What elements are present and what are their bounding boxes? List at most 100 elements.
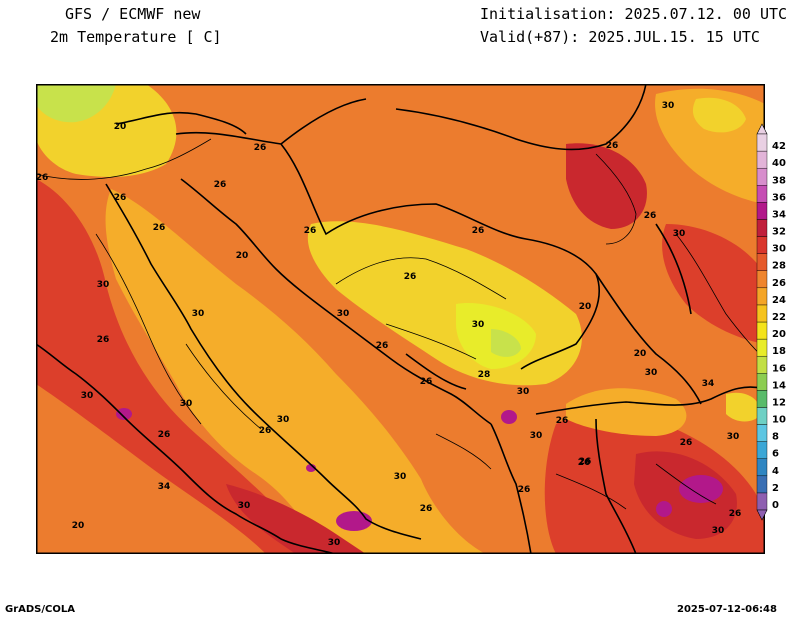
east-hot-zone [662, 224, 765, 344]
colorbar-swatch-42 [756, 133, 768, 152]
contour-label: 26 [153, 223, 166, 233]
contour-label: 26 [420, 377, 433, 387]
hotspot-italy-2 [336, 511, 372, 531]
contour-label: 26 [158, 430, 171, 440]
contour-label: 30 [645, 368, 658, 378]
colorbar-top-arrow [756, 123, 768, 135]
colorbar-swatch-8 [756, 424, 768, 442]
contour-label: 26 [644, 211, 657, 221]
contour-label: 30 [472, 320, 485, 330]
colorbar-swatch-38 [756, 167, 768, 186]
colorbar-label-42: 42 [772, 141, 786, 152]
contour-label: 26 [579, 457, 592, 467]
contour-label: 20 [114, 122, 127, 132]
colorbar-swatch-6 [756, 441, 768, 459]
colorbar-swatch-0 [756, 492, 768, 511]
contour-label: 26 [114, 193, 127, 203]
contour-label: 26 [680, 438, 693, 448]
footer-credit: GrADS/COLA [5, 604, 75, 615]
contour-label: 26 [254, 143, 267, 153]
colorbar-swatch-4 [756, 458, 768, 477]
initialisation-time: Initialisation: 2025.07.12. 00 UTC [480, 5, 788, 23]
south-balkan-border [535, 386, 765, 554]
colorbar-swatch-20 [756, 321, 768, 340]
colorbar-label-34: 34 [772, 209, 786, 220]
italy-west-coastline [36, 343, 337, 554]
contour-label: 30 [180, 399, 193, 409]
colorbar-label-16: 16 [772, 363, 786, 374]
colorbar-swatch-12 [756, 390, 768, 408]
colorbar-swatch-18 [756, 338, 768, 357]
valid-time: Valid(+87): 2025.JUL.15. 15 UTC [480, 28, 760, 46]
colorbar-swatch-26 [756, 270, 768, 289]
contour-label: 26 [556, 416, 569, 426]
colorbar-label-24: 24 [772, 295, 786, 306]
contour-label: 30 [328, 538, 341, 548]
contour-label: 30 [238, 501, 251, 511]
colorbar-label-26: 26 [772, 278, 786, 289]
colorbar-label-8: 8 [772, 432, 779, 443]
footer-timestamp: 2025-07-12-06:48 [677, 604, 777, 615]
contour-label: 34 [158, 482, 171, 492]
colorbar-swatch-16 [756, 355, 768, 374]
contour-label: 26 [376, 341, 389, 351]
map-title: GFS / ECMWF new [65, 5, 201, 23]
contour-label: 26 [259, 426, 272, 436]
colorbar-bottom-arrow [756, 509, 768, 521]
contour-label: 26 [472, 226, 485, 236]
contour-label: 30 [727, 432, 740, 442]
map-variable: 2m Temperature [ C] [50, 28, 222, 46]
hotspot-montenegro [501, 410, 517, 424]
colorbar-swatches [756, 123, 768, 521]
contour-labels: 20 26 26 26 26 26 20 26 26 26 30 26 30 30 30 26 30 26 30 30… [36, 101, 742, 548]
montenegro-green-zone [491, 329, 521, 357]
east-yellow-zone-2 [726, 392, 761, 422]
colorbar-swatch-30 [756, 236, 768, 254]
contour-label: 20 [72, 521, 85, 531]
contour-label: 26 [214, 180, 227, 190]
colorbar-label-10: 10 [772, 415, 786, 426]
colorbar-label-12: 12 [772, 397, 786, 408]
hotspot-greece-1 [679, 475, 723, 503]
colorbar-label-18: 18 [772, 346, 786, 357]
colorbar-swatch-40 [756, 150, 768, 169]
colorbar-swatch-14 [756, 373, 768, 391]
colorbar-label-14: 14 [772, 380, 786, 391]
contour-label: 30 [97, 280, 110, 290]
colorbar-swatch-34 [756, 202, 768, 220]
italy-east-coastline [105, 183, 422, 540]
croatia-coastline [180, 178, 492, 425]
contour-label: 30 [192, 309, 205, 319]
contour-label: 26 [404, 272, 417, 282]
colorbar-swatch-22 [756, 304, 768, 323]
croatia-border [175, 98, 600, 390]
contour-label: 26 [578, 458, 591, 468]
colorbar-label-40: 40 [772, 158, 786, 169]
adriatic-sea [105, 189, 487, 554]
contour-label: 30 [517, 387, 530, 397]
contour-label: 30 [712, 526, 725, 536]
contour-label: 34 [702, 379, 715, 389]
contour-label: 30 [394, 472, 407, 482]
contour-label: 26 [420, 504, 433, 514]
contour-label: 20 [634, 349, 647, 359]
contour-label: 30 [662, 101, 675, 111]
contour-label: 26 [729, 509, 742, 519]
contour-label: 20 [579, 302, 592, 312]
colorbar-label-28: 28 [772, 261, 786, 272]
serbia-hot-zone [566, 143, 647, 229]
contour-label: 26 [36, 173, 48, 183]
contour-label: 30 [530, 431, 543, 441]
colorbar-label-2: 2 [772, 483, 779, 494]
colorbar-swatch-10 [756, 407, 768, 425]
contour-label: 26 [97, 335, 110, 345]
contour-label: 26 [606, 141, 619, 151]
alps-green-zone [36, 84, 116, 123]
east-yellow-zone [692, 97, 746, 133]
colorbar-label-32: 32 [772, 227, 786, 238]
slovenia-border [115, 111, 247, 135]
contour-label: 30 [81, 391, 94, 401]
contour-label: 30 [673, 229, 686, 239]
contour-label: 30 [277, 415, 290, 425]
